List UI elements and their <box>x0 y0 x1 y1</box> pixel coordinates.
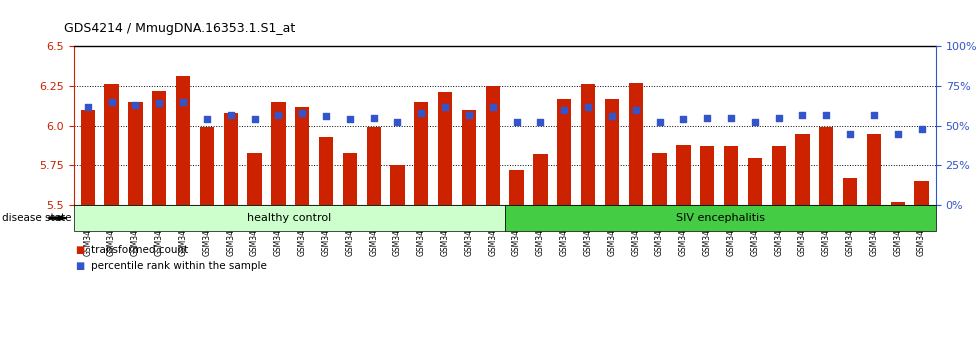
Point <box>270 112 286 117</box>
Point <box>80 104 96 109</box>
Bar <box>486 86 500 205</box>
Bar <box>891 202 905 205</box>
Point <box>747 120 762 125</box>
Bar <box>318 137 333 205</box>
Point <box>628 107 644 113</box>
Text: GDS4214 / MmugDNA.16353.1.S1_at: GDS4214 / MmugDNA.16353.1.S1_at <box>64 22 295 35</box>
Bar <box>724 146 738 205</box>
Bar <box>200 127 214 205</box>
Point <box>580 104 596 109</box>
Bar <box>867 133 881 205</box>
Bar <box>271 102 285 205</box>
Bar <box>152 91 167 205</box>
Text: disease state: disease state <box>2 213 72 223</box>
Bar <box>390 165 405 205</box>
Bar <box>605 98 619 205</box>
Point <box>294 110 310 116</box>
Bar <box>367 127 381 205</box>
Text: ■: ■ <box>75 245 84 255</box>
Text: transformed count: transformed count <box>91 245 188 255</box>
Point <box>199 116 215 122</box>
Bar <box>700 146 714 205</box>
Bar <box>176 76 190 205</box>
Point <box>104 99 120 104</box>
Bar <box>295 107 310 205</box>
Bar <box>438 92 453 205</box>
Point <box>462 112 477 117</box>
Point <box>127 102 143 108</box>
Bar <box>247 153 262 205</box>
Point <box>437 104 453 109</box>
Point <box>175 99 191 104</box>
Bar <box>748 158 762 205</box>
Bar <box>771 146 786 205</box>
Point <box>675 116 691 122</box>
Text: ■: ■ <box>75 261 84 271</box>
Text: healthy control: healthy control <box>247 213 331 223</box>
Point <box>818 112 834 117</box>
Point <box>152 101 168 106</box>
Point <box>723 115 739 121</box>
Point <box>366 115 381 121</box>
Point <box>913 126 929 132</box>
Bar <box>343 153 357 205</box>
Bar <box>462 110 476 205</box>
Point <box>771 115 787 121</box>
Bar <box>557 98 571 205</box>
Point <box>222 112 238 117</box>
Point <box>557 107 572 113</box>
Bar <box>819 127 833 205</box>
Point <box>652 120 667 125</box>
Bar <box>676 145 691 205</box>
Text: SIV encephalitis: SIV encephalitis <box>676 213 764 223</box>
Point <box>509 120 524 125</box>
Bar <box>628 82 643 205</box>
Point <box>604 113 619 119</box>
Bar <box>653 153 666 205</box>
Point <box>842 131 858 136</box>
Point <box>342 116 358 122</box>
Bar <box>80 110 95 205</box>
Point <box>247 116 263 122</box>
Point <box>485 104 501 109</box>
Bar <box>533 154 548 205</box>
Bar <box>843 178 858 205</box>
Point <box>532 120 548 125</box>
Bar <box>581 84 595 205</box>
Point <box>414 110 429 116</box>
Text: percentile rank within the sample: percentile rank within the sample <box>91 261 267 271</box>
Point <box>890 131 906 136</box>
Bar <box>914 181 929 205</box>
Bar <box>105 84 119 205</box>
Point <box>866 112 882 117</box>
Bar <box>128 102 142 205</box>
Point <box>318 113 334 119</box>
Bar <box>510 170 523 205</box>
Point <box>390 120 406 125</box>
Point <box>795 112 810 117</box>
Bar <box>415 102 428 205</box>
Point <box>700 115 715 121</box>
Bar <box>796 133 809 205</box>
Bar <box>223 113 238 205</box>
